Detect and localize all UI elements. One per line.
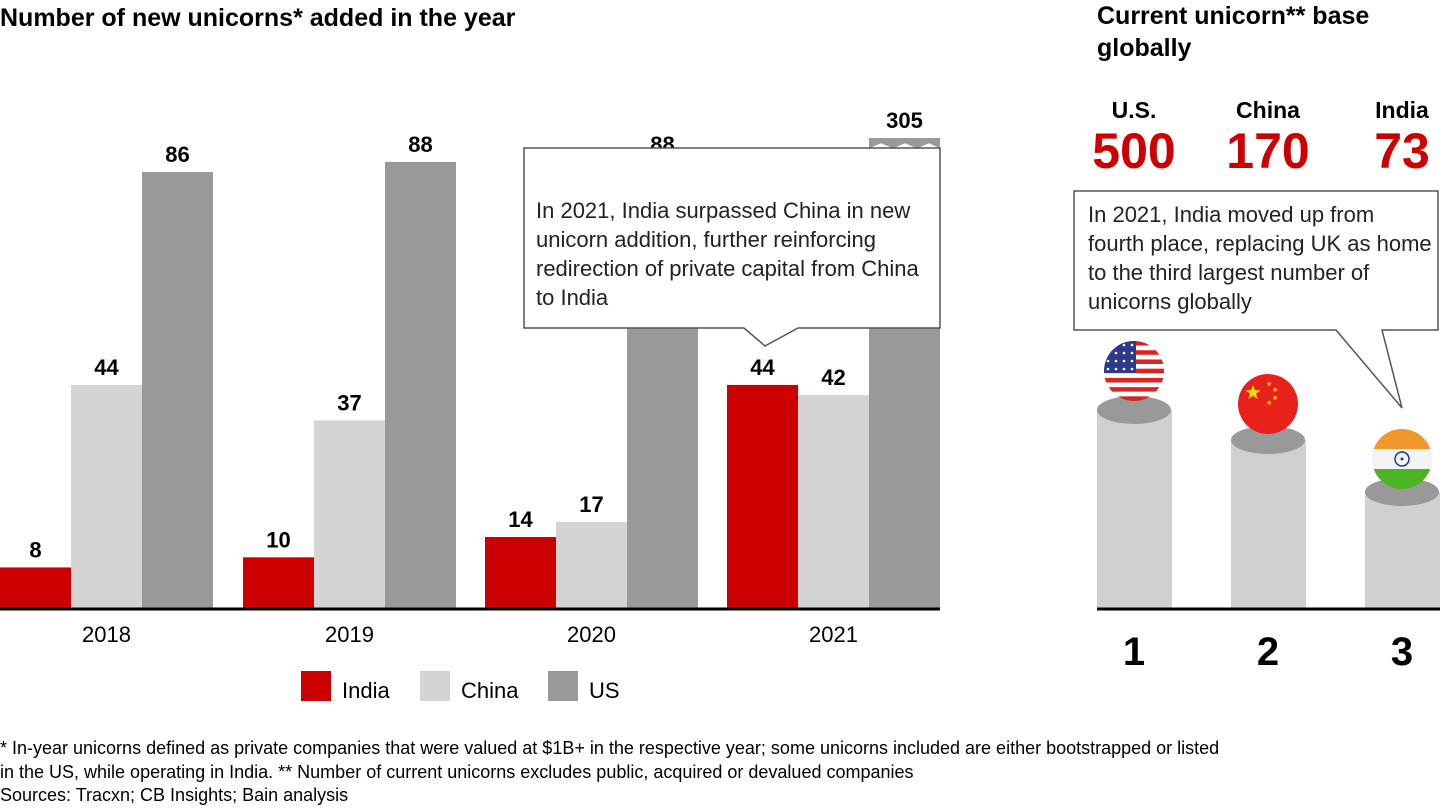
legend-swatch-india [301, 671, 331, 701]
india-flag [1372, 429, 1432, 489]
pedestal-top [1231, 426, 1305, 454]
unicorn-count: 170 [1226, 123, 1309, 179]
x-tick-label: 2021 [809, 622, 858, 647]
pedestal [1097, 410, 1172, 608]
pedestal-top [1097, 396, 1171, 424]
us-flag [1104, 341, 1164, 401]
x-tick-label: 2020 [567, 622, 616, 647]
bar-china-2021 [798, 395, 869, 608]
data-label: 44 [750, 355, 775, 380]
bar-india-2020 [485, 537, 556, 608]
right-chart-title-line2: globally [1097, 34, 1192, 62]
data-label: 305 [886, 108, 923, 133]
bar-china-2018 [71, 384, 142, 608]
sources: Sources: Tracxn; CB Insights; Bain analy… [0, 785, 349, 805]
pedestal [1231, 440, 1306, 608]
country-label: U.S. [1112, 97, 1157, 123]
svg-text:★: ★ [1266, 380, 1272, 388]
callout-india-third-place: In 2021, India moved up from fourth plac… [1073, 190, 1439, 409]
svg-text:★: ★ [1272, 394, 1278, 402]
axis-break-mark [868, 143, 942, 154]
rank-label: 1 [1123, 630, 1145, 674]
data-label: 17 [579, 492, 603, 517]
data-label: 10 [266, 527, 290, 552]
data-label: 8 [29, 537, 41, 562]
country-label: India [1375, 97, 1429, 123]
bar-us-2019 [385, 161, 456, 608]
data-label: 42 [821, 365, 845, 390]
data-label: 88 [408, 132, 432, 157]
bar-china-2019 [314, 420, 385, 608]
pedestal-top [1365, 478, 1439, 506]
rank-label: 3 [1391, 630, 1413, 674]
bar-india-2019 [243, 557, 314, 608]
rank-label: 2 [1257, 630, 1279, 674]
footnote-2: in the US, while operating in India. ** … [0, 762, 914, 782]
legend-label-us: US [589, 678, 620, 703]
data-label: 86 [165, 142, 189, 167]
svg-text:★: ★ [1272, 386, 1278, 394]
legend-swatch-us [548, 671, 578, 701]
bar-india-2018 [0, 567, 71, 608]
unicorn-count: 500 [1092, 123, 1175, 179]
legend-swatch-china [420, 671, 450, 701]
legend-label-india: India [342, 678, 390, 703]
x-tick-label: 2018 [82, 622, 131, 647]
left-chart-title: Number of new unicorns* added in the yea… [0, 4, 516, 32]
footnote-1: * In-year unicorns defined as private co… [0, 738, 1220, 758]
svg-text:★: ★ [1266, 399, 1272, 407]
legend-label-china: China [461, 678, 519, 703]
svg-text:★: ★ [1244, 382, 1262, 404]
pedestal [1365, 492, 1440, 608]
legend: India China US [301, 671, 620, 703]
unicorn-count: 73 [1374, 123, 1430, 179]
x-tick-label: 2019 [325, 622, 374, 647]
right-chart-title-line1: Current unicorn** base [1097, 2, 1369, 30]
country-label: China [1236, 97, 1300, 123]
bar-china-2020 [556, 521, 627, 608]
bar-india-2021 [727, 384, 798, 608]
callout-text: In 2021, India moved up from fourth plac… [1088, 202, 1432, 314]
data-label: 37 [337, 390, 361, 415]
china-flag: ★ ★★★★ [1238, 374, 1298, 434]
callout-text: In 2021, India surpassed China in new un… [536, 198, 919, 310]
callout-india-surpassed-china: In 2021, India surpassed China in new un… [523, 147, 941, 347]
bar-us-2018 [142, 172, 213, 608]
data-label: 14 [508, 507, 533, 532]
data-label: 44 [94, 355, 119, 380]
